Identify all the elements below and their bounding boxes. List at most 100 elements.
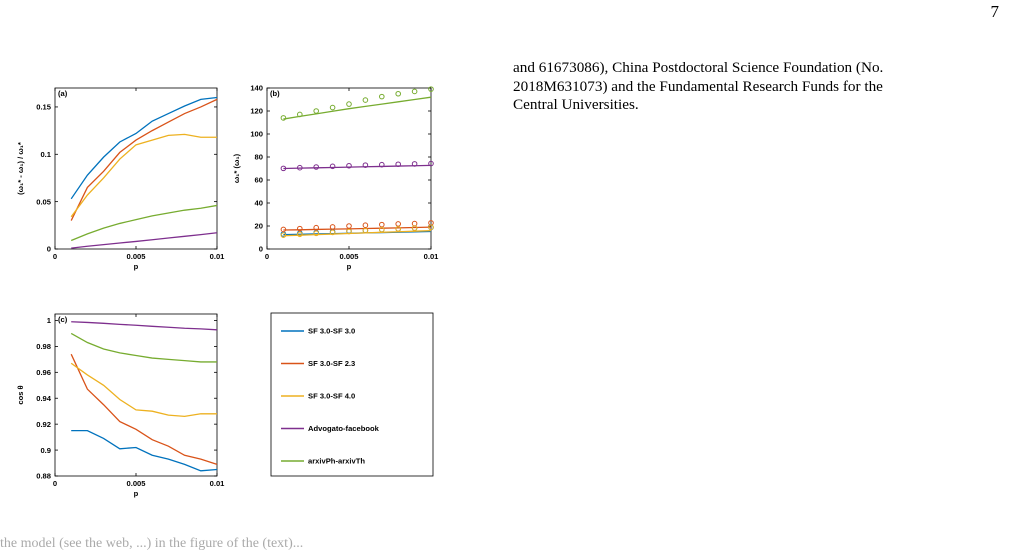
series-line	[70, 133, 217, 218]
data-point	[362, 97, 369, 103]
x-tick-label: 0	[53, 252, 57, 261]
data-point	[329, 104, 336, 111]
data-point	[297, 231, 303, 238]
data-point	[346, 223, 352, 229]
y-tick-label: 0.98	[36, 342, 51, 351]
y-tick-label: 0.9	[40, 446, 51, 455]
ack-line: and 61673086), China Postdoctoral Scienc…	[513, 59, 884, 76]
series-line	[283, 226, 432, 231]
panel-label: (a)	[58, 89, 68, 98]
x-tick-label: 0.01	[424, 252, 440, 261]
y-tick-label: 0	[259, 245, 263, 254]
legend-label: SF 3.0-SF 4.0	[308, 392, 355, 401]
data-point	[428, 160, 434, 167]
y-tick-label: 1	[47, 316, 52, 325]
data-point	[346, 228, 352, 235]
data-point	[395, 221, 402, 227]
data-point	[280, 226, 287, 233]
data-point	[411, 161, 418, 167]
data-point	[362, 227, 369, 234]
series-line	[70, 204, 218, 242]
data-point	[313, 164, 320, 170]
data-point	[297, 111, 303, 118]
figure-caption-fragment: the model (see the web, ...) in the figu…	[0, 536, 304, 551]
data-point	[411, 220, 418, 227]
data-point	[379, 93, 385, 100]
y-tick-label: 140	[250, 84, 263, 93]
panel-b: 0 0.005 0.01 0 20 40 60 80 100 120 140 (b) p ω₁* (ω₁)	[232, 84, 439, 271]
legend-label: SF 3.0-SF 2.3	[308, 359, 355, 368]
legend-label: arxivPh-arxivTh	[308, 457, 365, 466]
data-point	[313, 224, 320, 231]
y-tick-label: 0.15	[36, 103, 52, 112]
series-line	[70, 362, 217, 418]
data-point	[297, 164, 303, 171]
ack-line: Central Universities.	[513, 96, 639, 114]
x-tick-label: 0.005	[126, 252, 146, 261]
y-tick-label: 20	[255, 222, 263, 231]
series-line	[70, 353, 218, 465]
data-point	[313, 230, 320, 237]
y-tick-label: 0.05	[36, 197, 52, 206]
y-axis-label: ω₁* (ω₁)	[232, 153, 241, 183]
data-point	[280, 232, 287, 238]
series-line	[70, 332, 217, 363]
x-tick-label: 0.01	[210, 252, 226, 261]
panel-label: (c)	[58, 315, 68, 324]
series-line	[283, 229, 432, 237]
data-point	[362, 222, 369, 228]
legend-label: Advogato-facebook	[308, 424, 380, 433]
axes-box	[54, 87, 218, 250]
x-axis-label: p	[347, 262, 352, 271]
x-axis-label: p	[134, 489, 139, 498]
x-tick-label: 0	[53, 479, 57, 488]
data-point	[411, 225, 418, 231]
panel-c: 0 0.005 0.01 0.88 0.9 0.92 0.94 0.96 0.98 1 (c) p co…	[16, 313, 225, 498]
y-tick-label: 0.94	[36, 394, 52, 403]
ack-line: 2018M631073) and the Fundamental Researc…	[513, 77, 883, 95]
data-point	[411, 88, 418, 95]
y-tick-label: 0.96	[36, 368, 51, 377]
data-point	[329, 229, 336, 236]
data-point	[379, 221, 385, 228]
x-axis-label: p	[134, 262, 139, 271]
data-point	[379, 161, 385, 168]
y-tick-label: 120	[250, 107, 263, 116]
data-point	[395, 90, 402, 97]
series-line	[283, 164, 432, 170]
data-point	[362, 162, 369, 168]
data-point	[297, 225, 303, 232]
y-axis-label: (ω₁* - ω₁) / ω₁*	[16, 142, 25, 195]
legend-label: SF 3.0-SF 3.0	[308, 327, 355, 336]
data-point	[379, 226, 385, 233]
y-tick-label: 0	[47, 245, 51, 254]
series-line	[70, 98, 218, 221]
y-tick-label: 40	[255, 199, 263, 208]
series-line	[71, 321, 218, 331]
data-point	[428, 86, 434, 92]
y-axis-label: cos θ	[16, 385, 25, 404]
series-line	[283, 96, 432, 120]
data-point	[346, 162, 352, 169]
y-tick-label: 0.88	[36, 472, 51, 481]
data-point	[395, 226, 402, 232]
page-number: 7	[990, 2, 1000, 21]
series-line	[70, 96, 218, 200]
x-tick-label: 0.005	[339, 252, 359, 261]
series-line	[71, 232, 218, 249]
data-point	[395, 161, 402, 168]
panel-a: 0 0.005 0.01 0 0.05 0.1 0.15 (a) p (ω₁* - ω₁) / ω…	[16, 87, 226, 271]
acknowledgment-text: and 61673086), China Postdoctoral Scienc…	[513, 59, 1005, 115]
data-point	[346, 101, 352, 107]
data-point	[428, 224, 434, 231]
panel-label: (b)	[270, 89, 280, 98]
series-line	[71, 429, 218, 472]
y-tick-label: 0.92	[36, 420, 51, 429]
y-tick-label: 80	[255, 153, 263, 162]
x-tick-label: 0	[265, 252, 269, 261]
data-point	[280, 115, 287, 121]
y-tick-label: 60	[255, 176, 263, 185]
x-tick-label: 0.005	[126, 479, 146, 488]
data-point	[313, 108, 320, 114]
